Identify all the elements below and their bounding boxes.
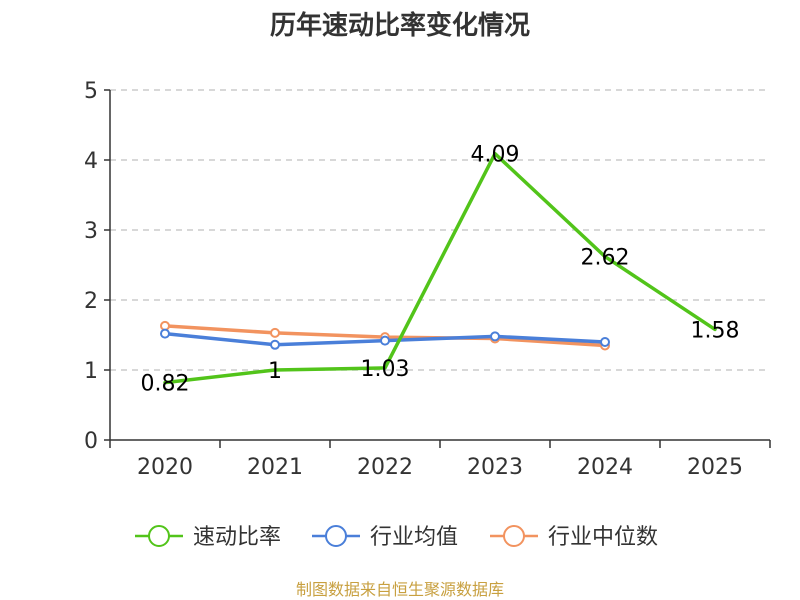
legend-marker-icon <box>325 525 347 547</box>
data-label: 1 <box>268 359 282 384</box>
y-tick-label: 0 <box>84 429 98 454</box>
y-tick-label: 4 <box>84 149 98 174</box>
x-tick-label: 2024 <box>577 455 633 480</box>
data-label: 2.62 <box>581 246 630 271</box>
source-note: 制图数据来自恒生聚源数据库 <box>296 580 504 599</box>
series-lines <box>160 151 717 385</box>
series-point-2[interactable] <box>270 327 280 338</box>
series-point-1[interactable] <box>600 337 610 347</box>
legend-label: 速动比率 <box>193 525 281 550</box>
x-tick-label: 2020 <box>137 455 193 480</box>
series-point-1[interactable] <box>380 335 390 346</box>
axes: 0 1 2 3 4 5 2020 2021 2022 2023 2024 2025 <box>84 79 771 480</box>
legend-item-0[interactable]: 速动比率 <box>135 525 281 550</box>
data-label: 0.82 <box>141 372 190 397</box>
series-point-1[interactable] <box>160 328 170 339</box>
y-tick-label: 1 <box>84 359 98 384</box>
legend-label: 行业中位数 <box>548 525 658 550</box>
y-tick-label: 2 <box>84 289 98 314</box>
x-tick-label: 2021 <box>247 455 303 480</box>
series-point-1[interactable] <box>270 339 280 350</box>
data-label: 1.03 <box>361 357 410 382</box>
legend[interactable]: 速动比率 行业均值 行业中位数 <box>135 525 658 550</box>
legend-item-2[interactable]: 行业中位数 <box>490 525 658 550</box>
data-label: 1.58 <box>691 318 740 343</box>
legend-item-1[interactable]: 行业均值 <box>312 525 458 550</box>
series-point-1[interactable] <box>490 331 500 342</box>
y-tick-label: 5 <box>84 79 98 104</box>
legend-marker-icon <box>503 525 525 547</box>
x-tick-label: 2022 <box>357 455 413 480</box>
x-tick-label: 2025 <box>687 455 743 480</box>
legend-label: 行业均值 <box>370 525 458 550</box>
data-label: 4.09 <box>471 143 520 168</box>
data-labels: 0.82 1 1.03 4.09 2.62 1.58 <box>141 143 740 397</box>
series-line-0 <box>163 151 717 385</box>
x-tick-label: 2023 <box>467 455 523 480</box>
legend-marker-icon <box>148 525 170 547</box>
grid-lines <box>110 89 770 371</box>
chart-title: 历年速动比率变化情况 <box>270 10 530 41</box>
y-tick-label: 3 <box>84 219 98 244</box>
